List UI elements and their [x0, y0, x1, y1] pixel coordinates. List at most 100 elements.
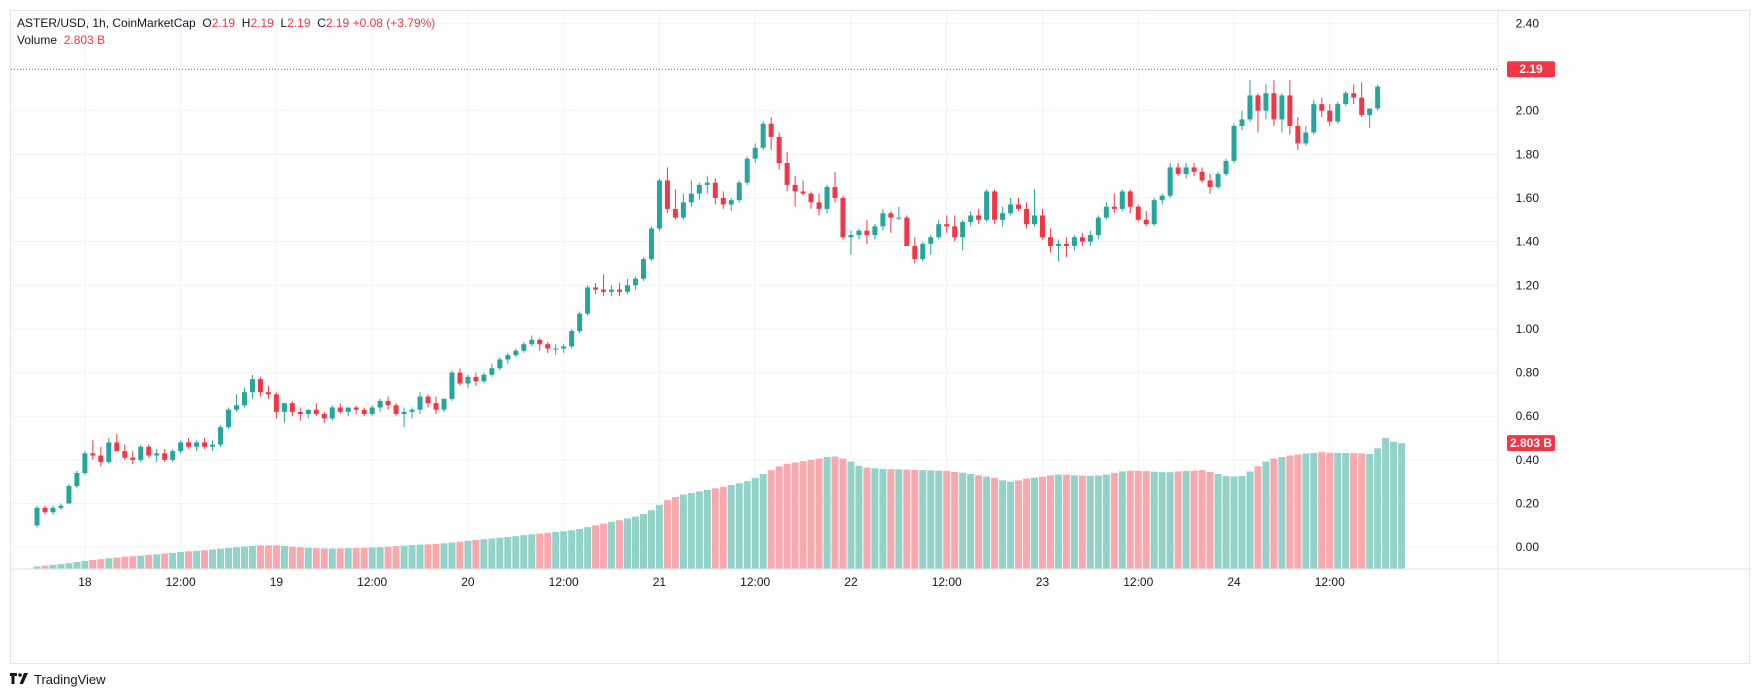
- candle-body: [130, 457, 136, 460]
- candle-body: [736, 182, 742, 201]
- y-tick-label: 1.80: [1516, 147, 1540, 161]
- volume-bar: [568, 530, 576, 569]
- candle-body: [936, 224, 942, 238]
- volume-bar: [616, 520, 624, 569]
- candle-body: [1111, 206, 1117, 209]
- candle-body: [944, 224, 950, 227]
- volume-bar: [424, 544, 432, 569]
- candle-body: [50, 507, 56, 513]
- volume-bar: [248, 545, 256, 569]
- volume-bar: [1046, 475, 1054, 569]
- x-tick-label: 12:00: [932, 575, 962, 589]
- volume-bar: [799, 461, 807, 569]
- candle-body: [489, 368, 495, 375]
- volume-bar: [129, 556, 137, 569]
- volume-bar: [1318, 452, 1326, 569]
- volume-bar: [448, 542, 456, 569]
- volume-bar: [1094, 475, 1102, 569]
- chart-canvas[interactable]: 2.402.202.001.801.601.401.201.000.800.60…: [11, 11, 1751, 665]
- volume-bar: [33, 566, 41, 569]
- candle-body: [154, 453, 160, 456]
- candle-body: [896, 217, 902, 219]
- volume-bar: [975, 475, 983, 569]
- volume-bar: [1198, 470, 1206, 569]
- volume-bar: [1222, 476, 1230, 569]
- candle-body: [1215, 173, 1221, 188]
- candle-body: [82, 453, 88, 473]
- x-tick-label: 12:00: [1123, 575, 1153, 589]
- candle-body: [593, 287, 599, 290]
- candle-body: [98, 455, 104, 463]
- volume-bar: [288, 546, 296, 569]
- volume-bar: [1158, 472, 1166, 569]
- volume-bar: [1366, 453, 1374, 569]
- x-tick-label: 22: [844, 575, 858, 589]
- volume-bar: [1254, 466, 1262, 569]
- volume-bar: [304, 547, 312, 569]
- candle-body: [1024, 208, 1030, 225]
- candle-body: [1159, 195, 1165, 201]
- legend-symbol[interactable]: ASTER/USD, 1h, CoinMarketCap: [17, 16, 196, 30]
- volume-bar: [592, 525, 600, 569]
- candle-body: [1271, 93, 1277, 120]
- y-tick-label: 0.40: [1516, 453, 1540, 467]
- volume-bar: [185, 551, 193, 569]
- volume-bar: [472, 539, 480, 569]
- candle-body: [577, 313, 583, 332]
- candle-body: [672, 208, 678, 218]
- candle-body: [1135, 206, 1141, 220]
- volume-bar: [528, 534, 536, 569]
- volume-bar: [1310, 452, 1318, 569]
- candle-body: [345, 407, 351, 412]
- axis-layer: 2.402.202.001.801.601.401.201.000.800.60…: [11, 11, 1751, 665]
- candle-body: [58, 505, 64, 508]
- volume-bar: [967, 473, 975, 569]
- legend-c-value: 2.19: [325, 16, 350, 30]
- volume-bar: [368, 547, 376, 569]
- volume-bar: [480, 539, 488, 569]
- volume-bar: [177, 552, 185, 569]
- volume-bar: [1142, 471, 1150, 569]
- volume-bar: [536, 533, 544, 569]
- candle-body: [688, 193, 694, 203]
- volume-bar: [823, 457, 831, 569]
- candle-body: [656, 180, 662, 229]
- legend-ohlc: ASTER/USD, 1h, CoinMarketCap O2.19 H2.19…: [17, 15, 435, 32]
- legend-volume-label[interactable]: Volume: [17, 33, 58, 47]
- legend-change: +0.08 (+3.79%): [352, 16, 436, 30]
- volume-bar: [376, 547, 384, 569]
- last-volume-label: 2.803 B: [1510, 436, 1552, 450]
- candle-body: [1119, 191, 1125, 209]
- volume-bar: [576, 528, 584, 569]
- candle-body: [1143, 219, 1149, 225]
- candle-body: [888, 213, 894, 218]
- candle-body: [992, 191, 998, 220]
- candle-body: [337, 407, 343, 412]
- volume-bar: [328, 548, 336, 569]
- volume-bar: [663, 500, 671, 569]
- candle-body: [585, 287, 591, 314]
- volume-bar: [217, 548, 225, 569]
- volume-bar: [49, 564, 57, 569]
- x-tick-label: 12:00: [740, 575, 770, 589]
- candle-body: [1295, 125, 1301, 144]
- candle-body: [457, 372, 463, 384]
- candle-body: [226, 409, 232, 428]
- volume-bar: [831, 456, 839, 569]
- volume-bar: [145, 554, 153, 569]
- candle-body: [1239, 119, 1245, 126]
- candle-body: [42, 507, 48, 513]
- chart-frame[interactable]: 2.402.202.001.801.601.401.201.000.800.60…: [10, 10, 1751, 665]
- legend-h-label: H: [241, 16, 251, 30]
- volume-bar: [201, 550, 209, 569]
- volume-bar: [1086, 475, 1094, 569]
- candle-body: [1016, 204, 1022, 209]
- volume-bar: [504, 536, 512, 569]
- volume-bar: [280, 545, 288, 569]
- candle-body: [808, 193, 814, 203]
- candle-body: [186, 442, 192, 447]
- candle-body: [872, 226, 878, 236]
- tradingview-brand[interactable]: TradingView: [10, 672, 106, 687]
- volume-bar: [392, 546, 400, 569]
- candle-body: [297, 411, 303, 415]
